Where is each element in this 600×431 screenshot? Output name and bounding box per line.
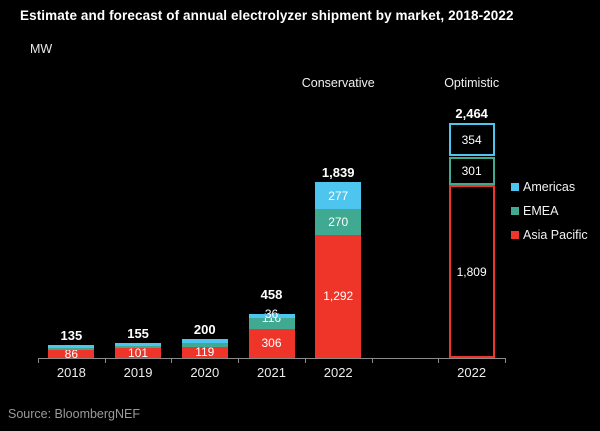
legend-swatch-icon <box>511 183 519 191</box>
bar-total-label: 1,839 <box>321 165 355 181</box>
x-axis-tick <box>304 358 306 363</box>
bar-segment-2021-emea <box>248 317 295 329</box>
segment-value-label: 1,292 <box>323 289 354 304</box>
segment-value-label: 277 <box>328 188 349 203</box>
legend-item-label: EMEA <box>523 204 559 218</box>
segment-value-label: 101 <box>128 346 149 361</box>
bar-segment-2020-emea <box>181 343 228 347</box>
x-axis-tick <box>505 358 506 363</box>
bar-segment-2019-asia-pacific <box>115 348 162 358</box>
bar-segment-2022-americas <box>315 182 362 209</box>
segment-value-label: 301 <box>461 163 482 178</box>
legend-swatch-icon <box>511 207 519 215</box>
bar-segment-2022-asia-pacific <box>448 185 495 358</box>
bar-total-label: 135 <box>60 328 83 344</box>
legend-item-asia-pacific: Asia Pacific <box>511 228 588 242</box>
bar-segment-2022-americas <box>448 122 495 157</box>
plot-area: 86 135 2018 101 155 2019 119 200 2020 306 116 36 458… <box>38 100 506 380</box>
x-axis-category-label: 2020 <box>190 365 220 380</box>
bar-segment-2018-emea <box>48 347 95 350</box>
segment-value-label: 354 <box>461 132 482 147</box>
scenario-label-conservative: Conservative <box>301 76 375 90</box>
legend-item-label: Americas <box>523 180 576 194</box>
segment-value-label: 306 <box>261 336 282 351</box>
x-axis-category-label: 2022 <box>323 365 353 380</box>
legend-swatch-icon <box>511 231 519 239</box>
bar-segment-2018-americas <box>48 345 95 348</box>
bar-segment-2022-emea <box>448 156 495 186</box>
x-axis-tick <box>38 358 39 363</box>
x-axis-category-label: 2022 <box>457 365 487 380</box>
chart-title: Estimate and forecast of annual electrol… <box>20 8 514 23</box>
bar-segment-2021-asia-pacific <box>248 328 295 358</box>
bar-segment-2018-asia-pacific <box>48 349 95 358</box>
bar-segment-2019-americas <box>115 343 162 347</box>
x-axis-tick <box>104 358 106 363</box>
bar-segment-2022-emea <box>315 208 362 235</box>
x-axis-category-label: 2019 <box>123 365 153 380</box>
segment-value-label: 119 <box>195 345 215 360</box>
x-axis-tick <box>438 358 440 363</box>
legend-item-americas: Americas <box>511 180 588 194</box>
bar-segment-2021-americas <box>248 314 295 318</box>
segment-value-label: 36 <box>264 307 279 322</box>
segment-value-label: 270 <box>328 214 349 229</box>
segment-value-label: 1,809 <box>456 264 487 279</box>
bar-segment-2020-asia-pacific <box>181 346 228 358</box>
x-axis-category-label: 2018 <box>56 365 86 380</box>
segment-value-label: 86 <box>64 346 79 361</box>
bar-total-label: 200 <box>193 321 216 337</box>
legend: Americas EMEA Asia Pacific <box>511 180 588 252</box>
scenario-label-optimistic: Optimistic <box>444 76 500 90</box>
bar-total-label: 458 <box>260 287 283 303</box>
bar-total-label: 155 <box>127 326 149 342</box>
x-axis-tick <box>238 358 240 363</box>
y-axis-unit-label: MW <box>30 42 53 56</box>
x-axis-category-label: 2021 <box>257 365 286 380</box>
bar-total-label: 2,464 <box>455 105 488 121</box>
x-axis-tick <box>171 358 173 363</box>
bar-segment-2020-americas <box>181 338 228 344</box>
source-attribution: Source: BloombergNEF <box>8 407 141 421</box>
legend-item-label: Asia Pacific <box>523 228 588 242</box>
x-axis-tick <box>371 358 373 363</box>
bar-segment-2019-emea <box>115 346 162 349</box>
legend-item-emea: EMEA <box>511 204 588 218</box>
bar-segment-2022-asia-pacific <box>315 234 362 358</box>
